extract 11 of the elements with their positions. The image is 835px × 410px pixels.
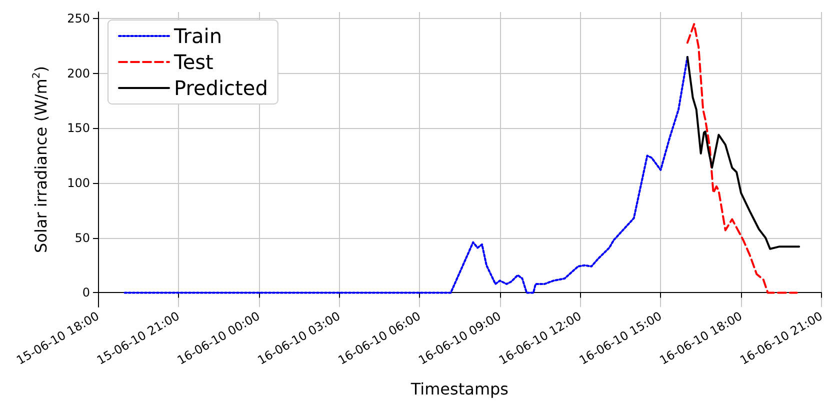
legend-label: Predicted [174, 76, 268, 100]
y-tick-label: 0 [82, 286, 90, 300]
legend-label: Train [173, 24, 222, 48]
y-tick-label: 150 [67, 121, 90, 136]
y-tick-label: 250 [67, 12, 90, 26]
legend-label: Test [173, 50, 214, 74]
y-tick-label: 200 [67, 66, 90, 80]
y-tick-label: 50 [74, 230, 90, 245]
x-axis-title: Timestamps [410, 380, 509, 398]
y-tick-label: 100 [67, 176, 90, 190]
y-axis-title: Solar irradiance (W/m2) [32, 66, 50, 253]
